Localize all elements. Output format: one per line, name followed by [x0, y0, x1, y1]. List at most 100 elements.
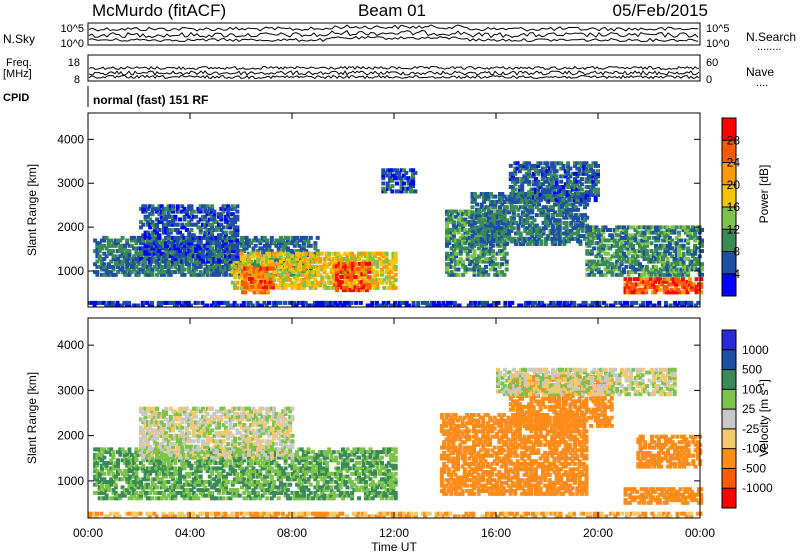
heatmap-cell [139, 267, 143, 272]
heatmap-cell [502, 221, 507, 225]
heatmap-cell [488, 213, 493, 218]
heatmap-cell [304, 280, 309, 285]
heatmap-cell [615, 272, 620, 277]
heatmap-cell [531, 179, 536, 184]
heatmap-cell [456, 243, 461, 248]
heatmap-cell [695, 259, 700, 264]
heatmap-cell [342, 261, 346, 266]
heatmap-cell [491, 236, 496, 241]
heatmap-cell [279, 283, 283, 288]
heatmap-cell [391, 262, 396, 267]
heatmap-cell [97, 474, 102, 479]
heatmap-cell [161, 270, 166, 275]
freq-right-tick-top: 60 [706, 57, 718, 69]
heatmap-cell [667, 228, 672, 232]
heatmap-cell [133, 303, 138, 308]
heatmap-cell [150, 272, 155, 277]
heatmap-cell [479, 202, 484, 207]
heatmap-cell [143, 249, 148, 254]
heatmap-cell [527, 190, 532, 195]
heatmap-cell [246, 257, 251, 261]
heatmap-cell [656, 233, 661, 238]
heatmap-cell [367, 285, 372, 290]
heatmap-cell [125, 249, 130, 254]
heatmap-cell [644, 243, 649, 248]
heatmap-cell [503, 300, 508, 305]
heatmap-cell [624, 241, 629, 246]
heatmap-cell [237, 272, 242, 277]
heatmap-cell [539, 210, 544, 215]
heatmap-cell [568, 195, 573, 200]
heatmap-cell [484, 257, 488, 261]
heatmap-cell [100, 469, 104, 474]
heatmap-cell [495, 226, 500, 231]
heatmap-cell [230, 230, 235, 235]
heatmap-cell [157, 466, 162, 471]
heatmap-cell [594, 233, 599, 238]
heatmap-cell [679, 257, 684, 261]
heatmap-cell [511, 187, 515, 192]
heatmap-cell [543, 205, 548, 210]
heatmap-cell [171, 477, 176, 482]
heatmap-cell [624, 254, 629, 259]
heatmap-cell [498, 194, 502, 199]
heatmap-cell [463, 222, 468, 227]
heatmap-cell [628, 290, 633, 295]
heatmap-cell [171, 262, 176, 267]
heatmap-cell [625, 290, 630, 295]
heatmap-cell [386, 259, 391, 264]
heatmap-cell [548, 221, 553, 225]
heatmap-cell [111, 488, 116, 493]
heatmap-cell [191, 249, 196, 254]
heatmap-cell [672, 257, 677, 261]
heatmap-cell [276, 238, 281, 243]
heatmap-cell [139, 238, 143, 243]
heatmap-cell [624, 264, 629, 269]
heatmap-cell [141, 251, 146, 256]
heatmap-cell [100, 466, 104, 471]
heatmap-cell [649, 267, 654, 272]
heatmap-cell [477, 228, 482, 233]
heatmap-cell [523, 239, 528, 244]
heatmap-cell [513, 187, 518, 192]
heatmap-cell [164, 466, 169, 471]
heatmap-cell [628, 259, 633, 264]
heatmap-cell [129, 452, 134, 457]
heatmap-cell [646, 285, 651, 290]
heatmap-cell [546, 210, 551, 215]
heatmap-cell [217, 254, 221, 259]
heatmap-cell [514, 242, 519, 246]
heatmap-cell [191, 267, 196, 272]
heatmap-cell [104, 267, 109, 272]
heatmap-cell [690, 262, 695, 267]
heatmap-cell [680, 282, 685, 287]
heatmap-cell [381, 181, 386, 186]
heatmap-cell [97, 254, 102, 259]
heatmap-cell [364, 261, 369, 266]
heatmap-cell [507, 231, 512, 236]
heatmap-cell [515, 166, 520, 171]
heatmap-cell [269, 238, 274, 243]
heatmap-cell [221, 249, 226, 254]
heatmap-cell [223, 214, 228, 219]
heatmap-cell [127, 300, 131, 305]
heatmap-cell [404, 300, 409, 305]
heatmap-cell [318, 280, 322, 285]
heatmap-cell [175, 259, 180, 264]
heatmap-cell [127, 485, 132, 490]
heatmap-cell [664, 277, 669, 282]
heatmap-cell [516, 213, 521, 218]
heatmap-cell [247, 287, 252, 292]
heatmap-cell [548, 207, 553, 212]
heatmap-cell [97, 455, 102, 460]
heatmap-cell [451, 251, 456, 256]
heatmap-cell [274, 238, 279, 243]
heatmap-cell [500, 257, 505, 261]
heatmap-cell [385, 181, 390, 186]
heatmap-cell [557, 213, 562, 218]
heatmap-cell [102, 477, 107, 482]
heatmap-cell [576, 218, 581, 223]
heatmap-cell [550, 242, 555, 246]
heatmap-cell [498, 192, 502, 196]
